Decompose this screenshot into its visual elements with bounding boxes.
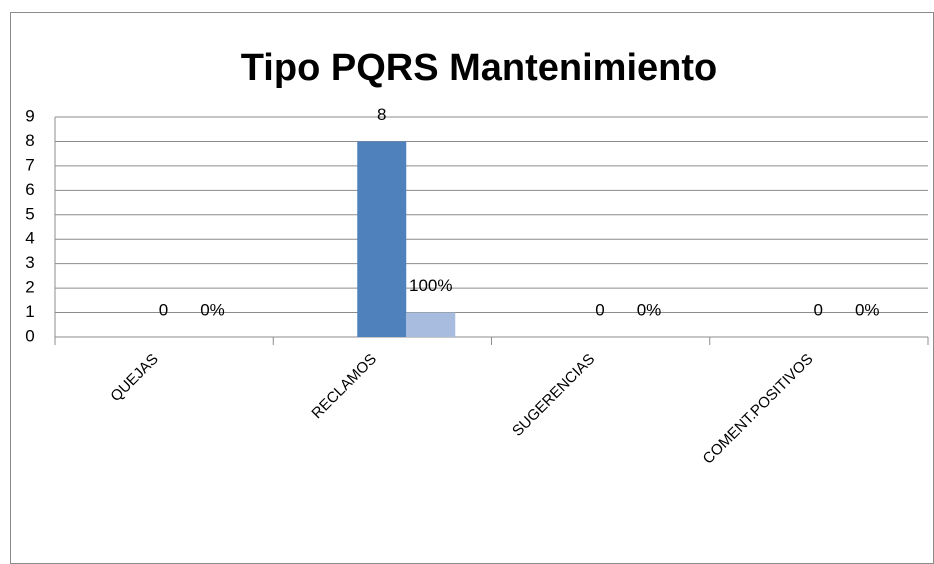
y-tick-label: 4 <box>25 229 34 248</box>
data-label: 0% <box>637 300 662 319</box>
y-tick-label: 9 <box>25 106 34 125</box>
data-label: 0% <box>200 300 225 319</box>
y-tick-label: 2 <box>25 278 34 297</box>
bar <box>357 141 407 337</box>
y-tick-label: 0 <box>25 326 34 345</box>
y-tick-label: 6 <box>25 180 34 199</box>
chart-title: Tipo PQRS Mantenimiento <box>241 47 717 89</box>
y-tick-label: 5 <box>25 204 34 223</box>
data-label: 8 <box>377 105 386 124</box>
y-tick-label: 3 <box>25 253 34 272</box>
data-label: 100% <box>409 276 452 295</box>
y-tick-label: 1 <box>25 302 34 321</box>
data-label: 0% <box>855 300 880 319</box>
data-label: 0 <box>814 300 823 319</box>
y-tick-label: 7 <box>25 155 34 174</box>
y-tick-label: 8 <box>25 131 34 150</box>
bar <box>406 312 456 337</box>
data-label: 0 <box>159 300 168 319</box>
data-label: 0 <box>595 300 604 319</box>
